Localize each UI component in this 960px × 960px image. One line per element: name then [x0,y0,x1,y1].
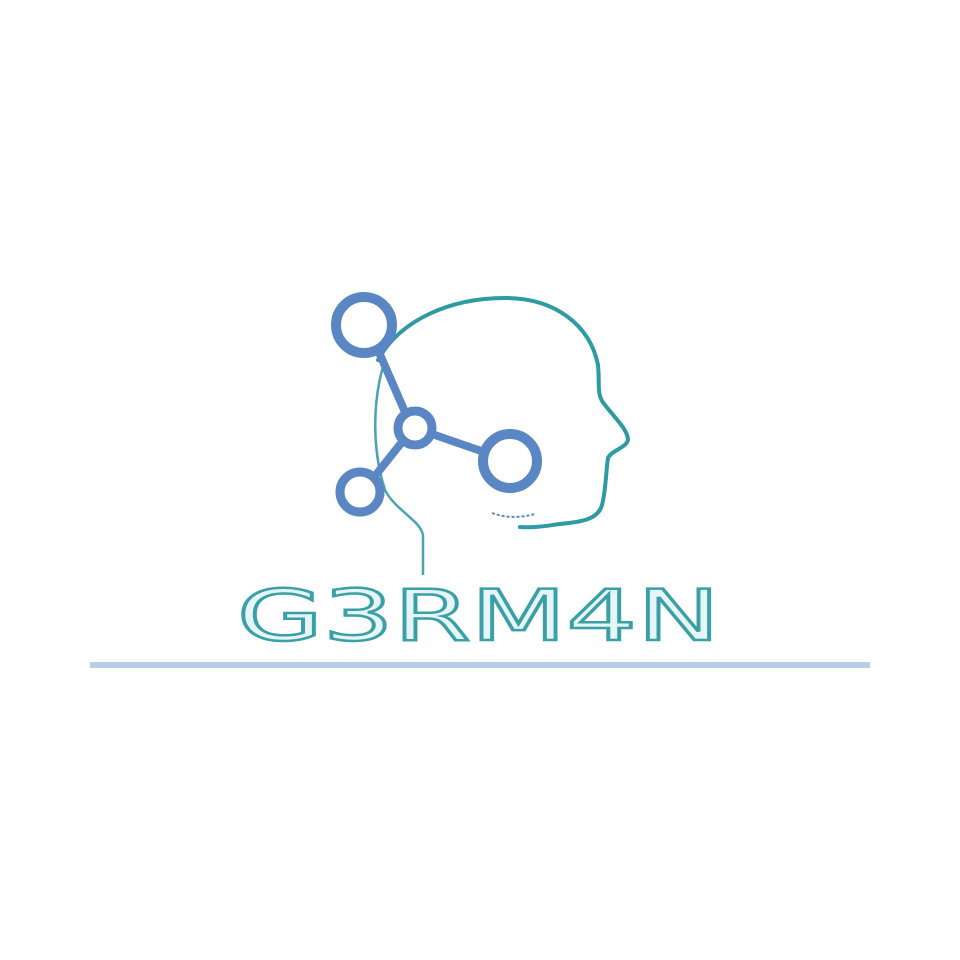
jaw-detail [491,512,536,518]
node [478,429,542,493]
node [393,406,437,450]
logo-text: G3RM4N [237,575,720,657]
neck-line [374,359,425,575]
connector [374,348,409,414]
connector [430,430,486,456]
connector [371,439,406,479]
head-outline [376,295,631,530]
node [331,292,397,358]
node [335,467,385,517]
